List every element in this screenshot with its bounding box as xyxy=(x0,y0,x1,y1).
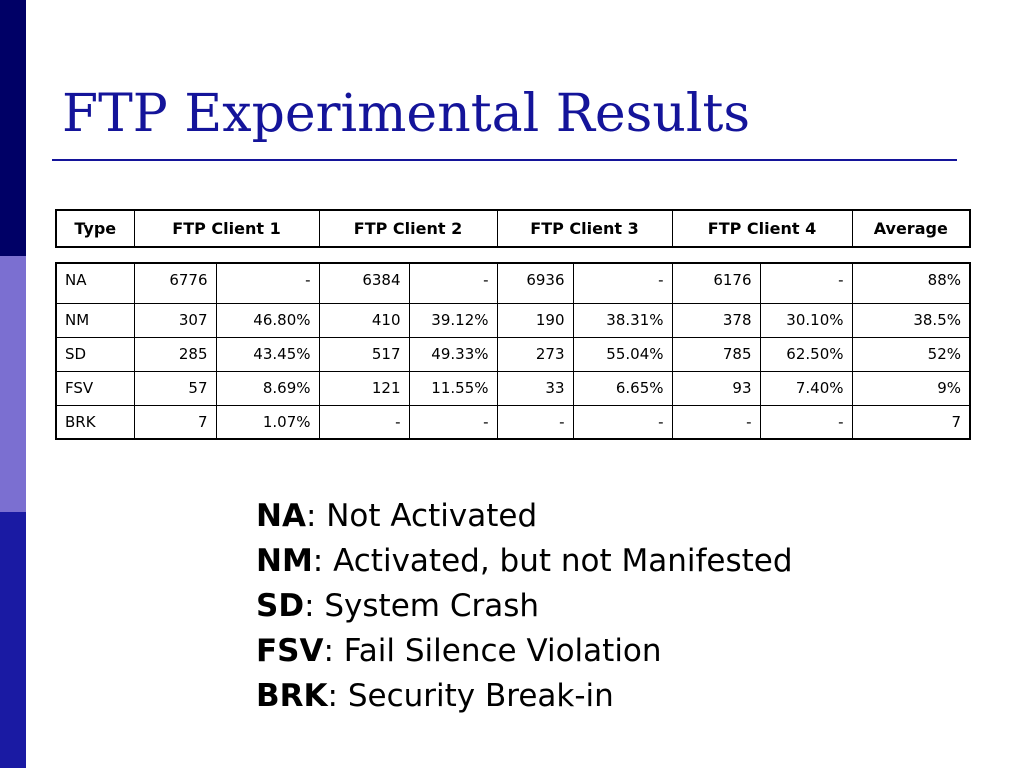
table-cell: 6936 xyxy=(496,262,574,304)
table-cell: - xyxy=(408,404,498,440)
legend-abbr: SD xyxy=(256,588,305,624)
table-cell: - xyxy=(408,262,498,304)
table-row: NM 307 46.80% 410 39.12% 190 38.31% 378 30.10% 38… xyxy=(55,302,971,338)
table-cell: 410 xyxy=(318,302,410,338)
legend-text: : System Crash xyxy=(304,588,539,624)
legend-text: : Not Activated xyxy=(305,498,538,534)
table-row: BRK 7 1.07% - - - - - -7 xyxy=(55,404,971,440)
legend-abbr: BRK xyxy=(256,678,328,714)
title-underline xyxy=(52,159,957,161)
table-cell: 33 xyxy=(496,370,574,406)
results-header-table: Type FTP Client 1 FTP Client 2 FTP Clien… xyxy=(55,209,971,248)
table-cell: 7 xyxy=(851,404,971,440)
table-cell: 9% xyxy=(851,370,971,406)
table-cell: 8.69% xyxy=(215,370,320,406)
header-client-4: FTP Client 4 xyxy=(671,209,853,248)
table-cell: 7.40% xyxy=(759,370,853,406)
legend-text: : Security Break-in xyxy=(327,678,614,714)
table-cell: 38.31% xyxy=(572,302,673,338)
header-row: Type FTP Client 1 FTP Client 2 FTP Clien… xyxy=(55,209,971,248)
left-stripe-middle xyxy=(0,256,26,512)
table-cell: 43.45% xyxy=(215,336,320,372)
table-cell: - xyxy=(496,404,574,440)
table-cell: 46.80% xyxy=(215,302,320,338)
table-cell: 121 xyxy=(318,370,410,406)
left-stripe-bottom xyxy=(0,512,26,768)
row-type-cell: NA xyxy=(55,262,135,304)
table-cell: 6176 xyxy=(671,262,761,304)
table-cell: 6384 xyxy=(318,262,410,304)
table-cell: - xyxy=(215,262,320,304)
header-client-2: FTP Client 2 xyxy=(318,209,498,248)
legend-item: NA: Not Activated xyxy=(256,494,793,539)
left-stripe-top xyxy=(0,0,26,256)
table-cell: 285 xyxy=(133,336,217,372)
legend-text: : Activated, but not Manifested xyxy=(312,543,793,579)
table-cell: 57 xyxy=(133,370,217,406)
table-row: SD 285 43.45% 517 49.33% 273 55.04% 785 62.50% 52… xyxy=(55,336,971,372)
table-cell: - xyxy=(759,262,853,304)
table-cell: - xyxy=(572,262,673,304)
table-row: FSV 57 8.69% 121 11.55% 33 6.65% 93 7.40% 9% xyxy=(55,370,971,406)
table-cell: 11.55% xyxy=(408,370,498,406)
table-cell: 1.07% xyxy=(215,404,320,440)
legend-item: FSV: Fail Silence Violation xyxy=(256,629,793,674)
table-cell: 52% xyxy=(851,336,971,372)
legend-item: SD: System Crash xyxy=(256,584,793,629)
results-data-table: NA 6776-6384-6936-6176-88% NM 307 46.80% 410 3… xyxy=(55,262,971,440)
table-cell: 190 xyxy=(496,302,574,338)
legend-abbr: NM xyxy=(256,543,313,579)
legend-text: : Fail Silence Violation xyxy=(323,633,662,669)
table-cell: 785 xyxy=(671,336,761,372)
table-cell: 378 xyxy=(671,302,761,338)
table-cell: - xyxy=(318,404,410,440)
table-cell: - xyxy=(759,404,853,440)
table-cell: 517 xyxy=(318,336,410,372)
table-cell: 93 xyxy=(671,370,761,406)
row-type-cell: NM xyxy=(55,302,135,338)
table-cell: 6776 xyxy=(133,262,217,304)
table-cell: 49.33% xyxy=(408,336,498,372)
table-cell: 88% xyxy=(851,262,971,304)
row-type-cell: BRK xyxy=(55,404,135,440)
table-cell: 7 xyxy=(133,404,217,440)
table-cell: 6.65% xyxy=(572,370,673,406)
header-average: Average xyxy=(851,209,971,248)
table-cell: 38.5% xyxy=(851,302,971,338)
legend-abbr: FSV xyxy=(256,633,324,669)
table-cell: - xyxy=(572,404,673,440)
table-cell: 39.12% xyxy=(408,302,498,338)
table-row: NA 6776-6384-6936-6176-88% xyxy=(55,262,971,304)
slide-title: FTP Experimental Results xyxy=(62,84,751,144)
legend: NA: Not Activated NM: Activated, but not… xyxy=(256,494,793,719)
table-cell: 55.04% xyxy=(572,336,673,372)
legend-abbr: NA xyxy=(256,498,306,534)
row-type-cell: SD xyxy=(55,336,135,372)
header-client-1: FTP Client 1 xyxy=(133,209,320,248)
header-type: Type xyxy=(55,209,135,248)
row-type-cell: FSV xyxy=(55,370,135,406)
table-cell: 273 xyxy=(496,336,574,372)
legend-item: NM: Activated, but not Manifested xyxy=(256,539,793,584)
table-cell: 307 xyxy=(133,302,217,338)
table-cell: 30.10% xyxy=(759,302,853,338)
header-client-3: FTP Client 3 xyxy=(496,209,673,248)
table-cell: 62.50% xyxy=(759,336,853,372)
legend-item: BRK: Security Break-in xyxy=(256,674,793,719)
table-cell: - xyxy=(671,404,761,440)
